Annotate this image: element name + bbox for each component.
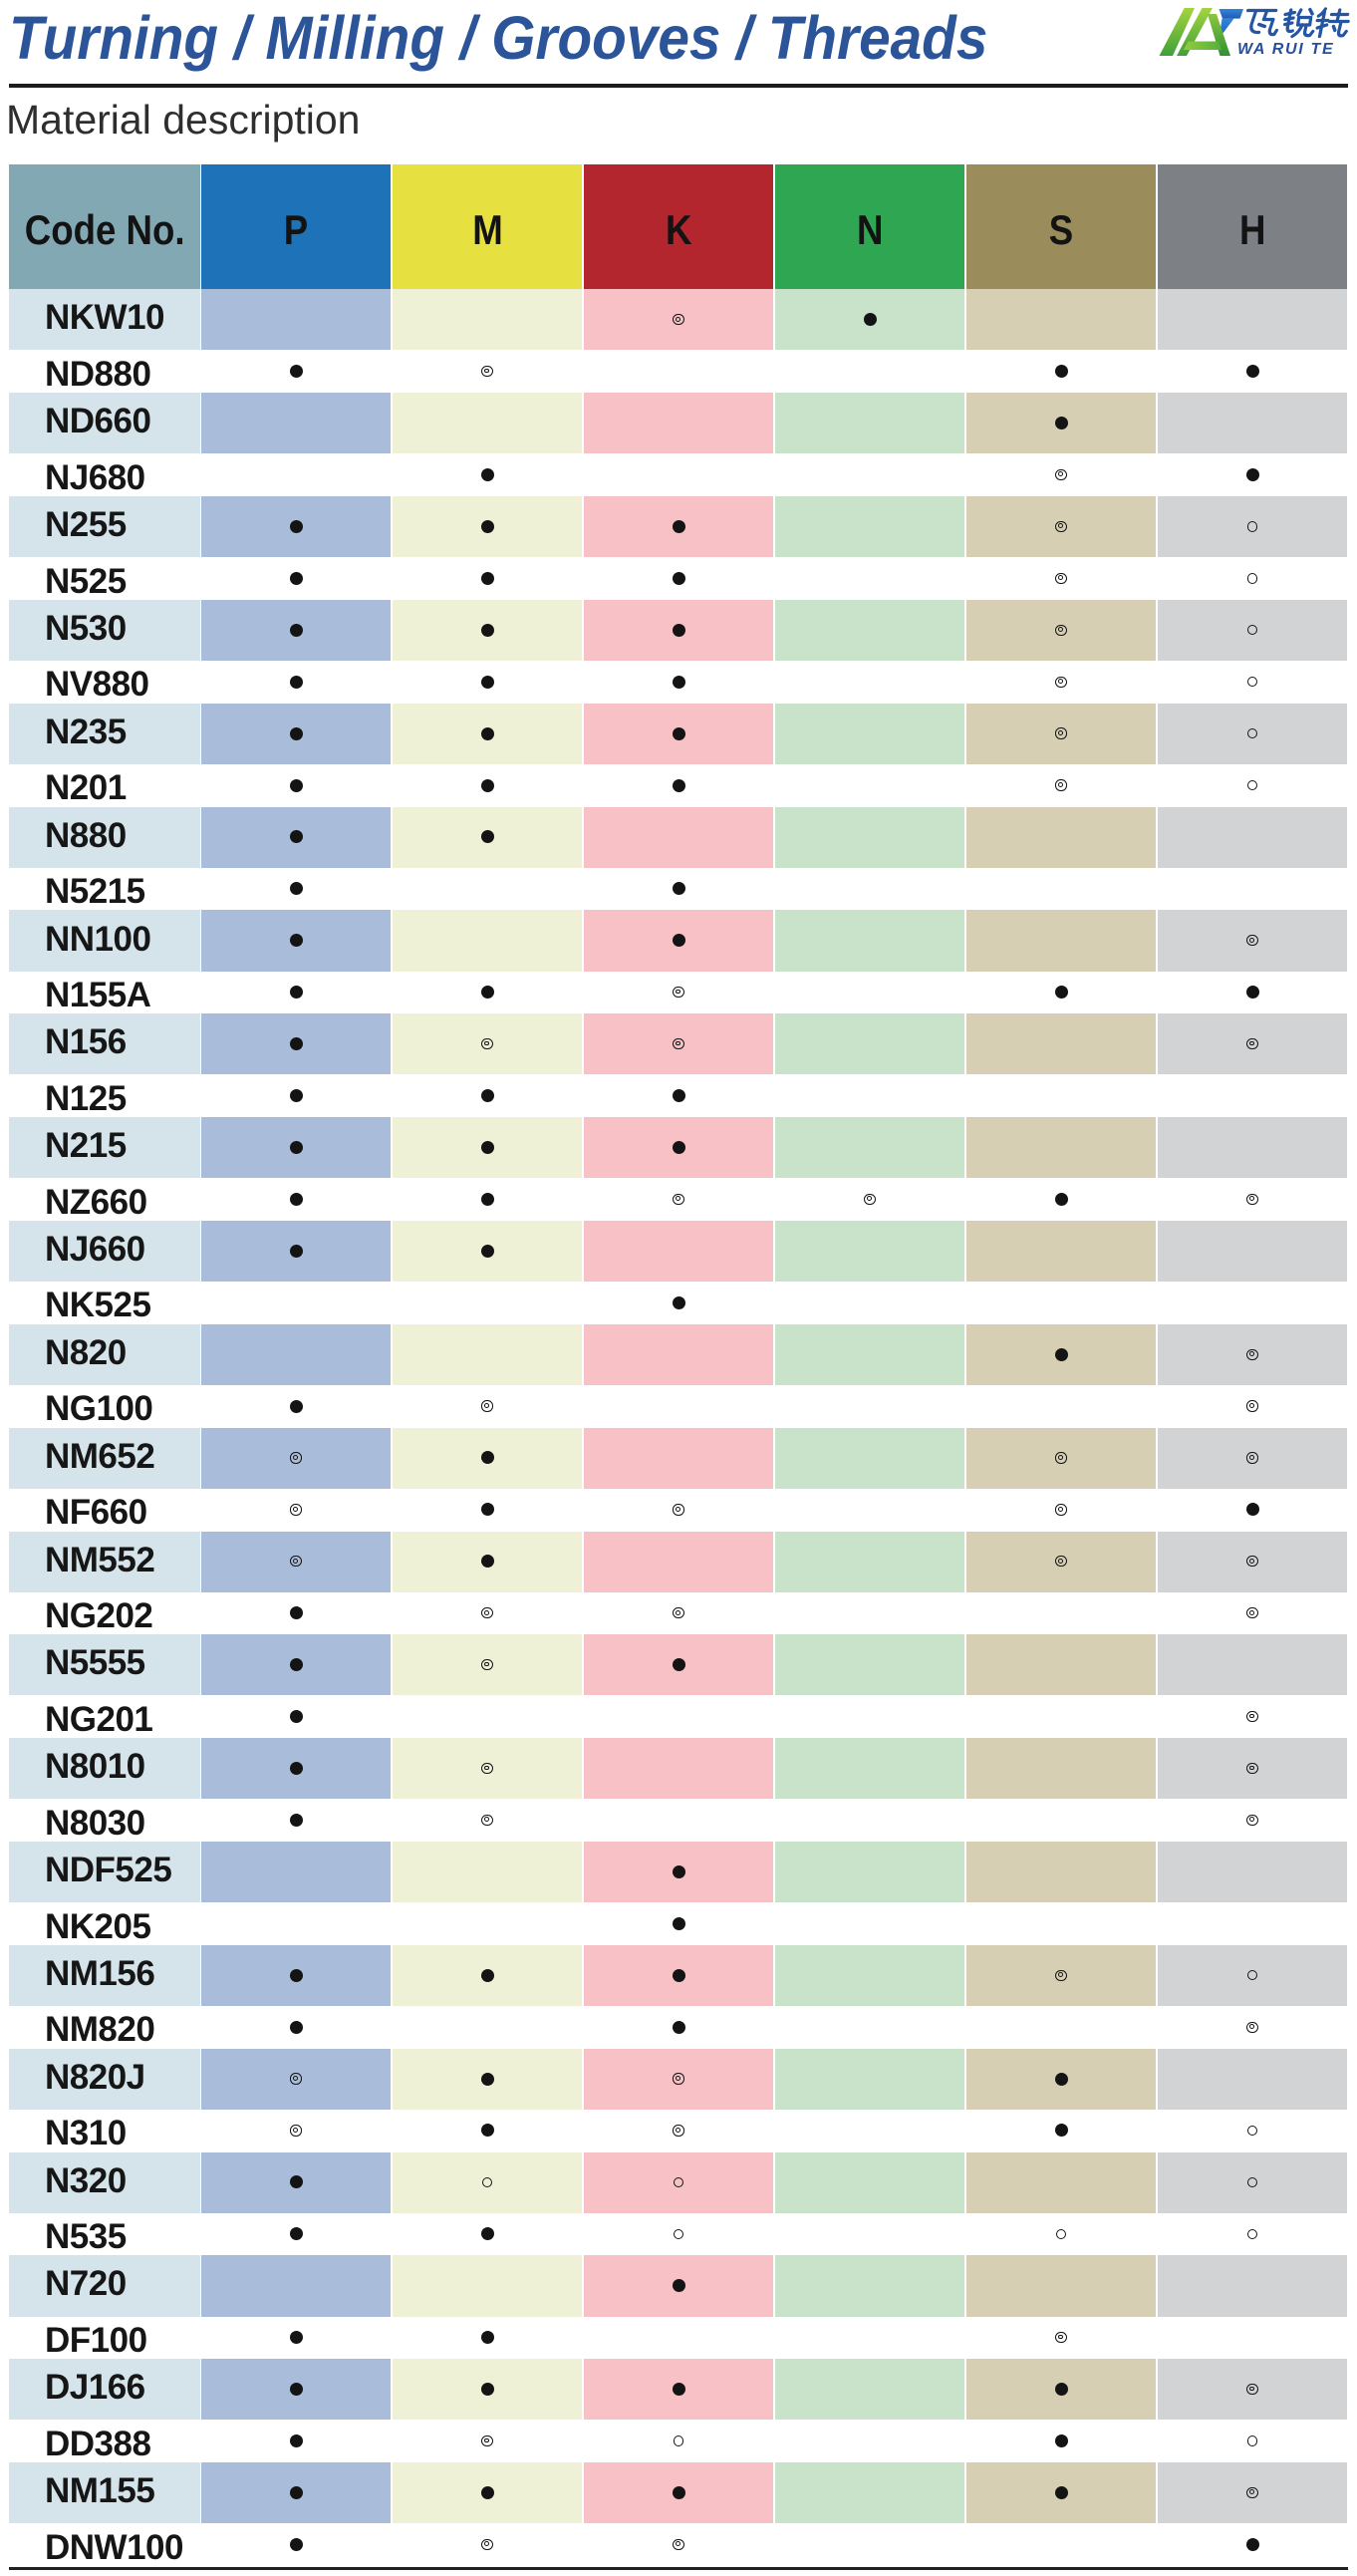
svg-text:WA RUI TE: WA RUI TE	[1237, 41, 1334, 58]
